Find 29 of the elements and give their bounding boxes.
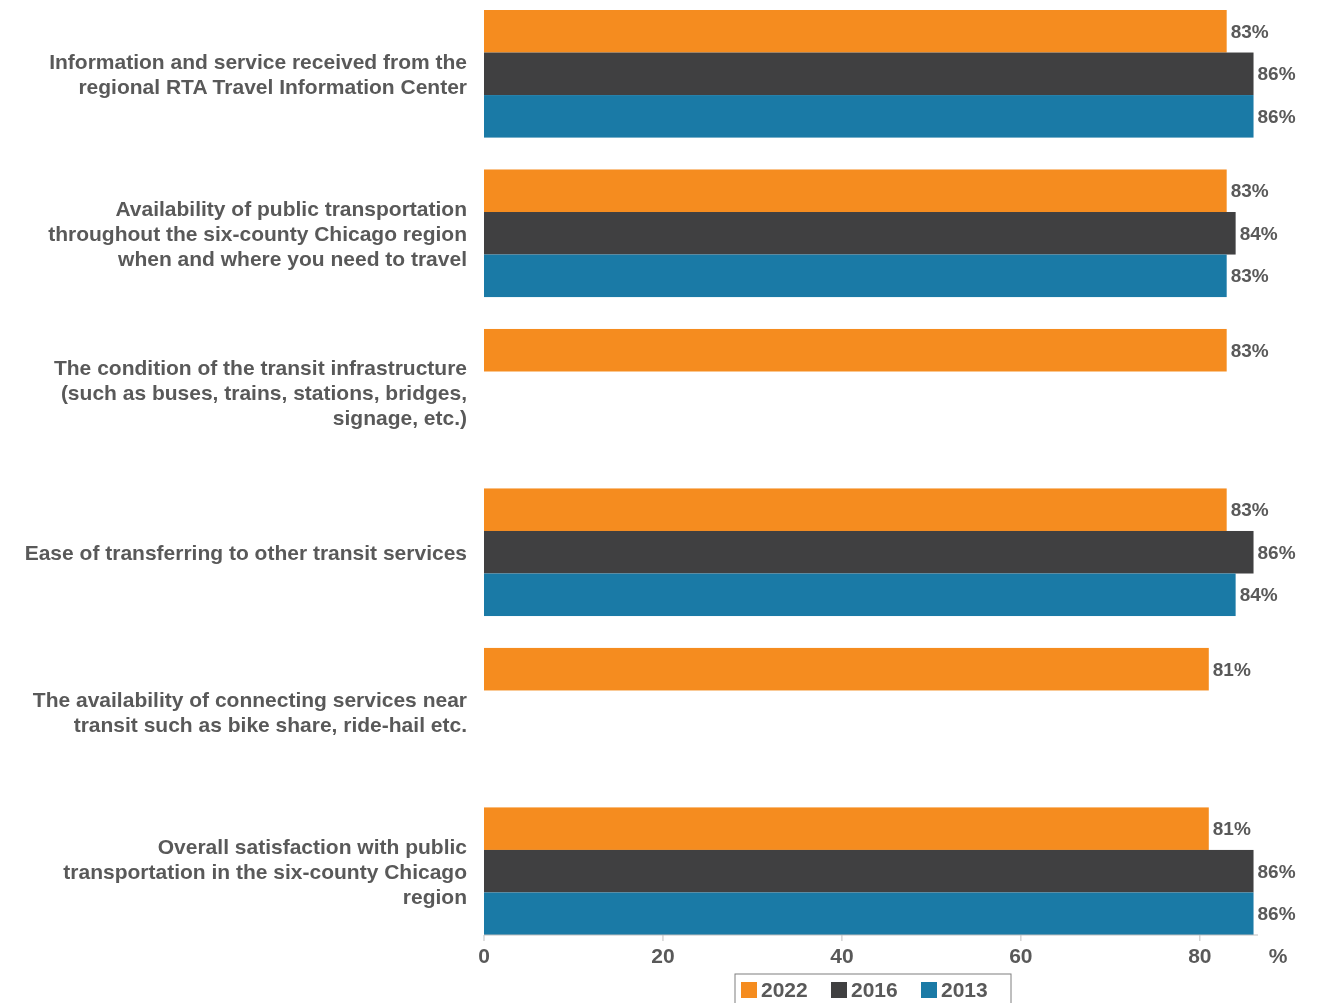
legend-label: 2013: [941, 978, 988, 1002]
data-label: 84%: [1239, 222, 1278, 244]
data-label: 83%: [1230, 339, 1269, 361]
x-tick-label: 80: [1188, 944, 1212, 967]
x-axis-title: %: [1268, 944, 1288, 967]
x-tick-label: 60: [1009, 944, 1033, 967]
data-label: 83%: [1230, 265, 1269, 287]
data-label: 81%: [1212, 658, 1251, 680]
data-label: 81%: [1212, 818, 1251, 840]
data-label: 84%: [1239, 584, 1278, 606]
data-label: 86%: [1257, 541, 1296, 563]
y-tick-label: The condition of the transit infrastructure (such as buses, trains, stations, bridges, signage, etc.): [53, 356, 467, 430]
x-tick-label: 20: [651, 944, 675, 967]
data-label: 86%: [1257, 105, 1296, 127]
data-label: 83%: [1230, 180, 1269, 202]
data-label: 86%: [1257, 860, 1296, 882]
y-tick-label: Availability of public transportation throughout the six-county Chicago region when and where you need to travel: [48, 196, 467, 270]
x-tick-label: 40: [830, 944, 854, 967]
y-tick-label: Information and service received from the regional RTA Travel Information Center: [49, 49, 467, 98]
data-label: 83%: [1230, 20, 1269, 42]
y-tick-label: The availability of connecting services near transit such as bike share, ride-hail etc.: [32, 687, 467, 736]
legend-label: 2022: [761, 978, 808, 1002]
legend-label: 2016: [851, 978, 898, 1002]
y-tick-label: Overall satisfaction with public transportation in the six-county Chicago region: [63, 834, 468, 908]
y-tick-label: Ease of transferring to other transit services: [24, 540, 467, 564]
data-label: 86%: [1257, 63, 1296, 85]
x-tick-label: 0: [478, 944, 490, 967]
data-label: 83%: [1230, 499, 1269, 521]
data-label: 86%: [1257, 903, 1296, 925]
